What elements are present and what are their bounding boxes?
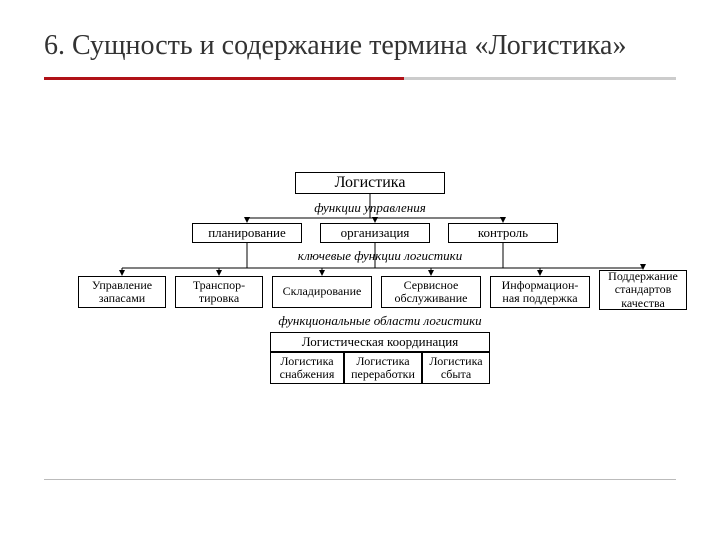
label-key-functions: ключевые функции логистики: [280, 248, 480, 264]
node-f6: Поддержание стандартов качества: [599, 270, 687, 310]
node-root: Логистика: [295, 172, 445, 194]
node-f2: Транспор- тировка: [175, 276, 263, 308]
label-functions-mgmt: функции управления: [300, 200, 440, 216]
node-f5: Информацион- ная поддержка: [490, 276, 590, 308]
node-ctrl: контроль: [448, 223, 558, 243]
node-c3: Логистика сбыта: [422, 352, 490, 384]
node-c1: Логистика снабжения: [270, 352, 344, 384]
node-plan: планирование: [192, 223, 302, 243]
node-c2: Логистика переработки: [344, 352, 422, 384]
node-f1: Управление запасами: [78, 276, 166, 308]
diagram-container: Логистика функции управления планировани…: [0, 0, 720, 540]
label-functional-areas: функциональные области логистики: [265, 313, 495, 329]
node-coord: Логистическая координация: [270, 332, 490, 352]
node-f4: Сервисное обслуживание: [381, 276, 481, 308]
node-org: организация: [320, 223, 430, 243]
node-f3: Складирование: [272, 276, 372, 308]
